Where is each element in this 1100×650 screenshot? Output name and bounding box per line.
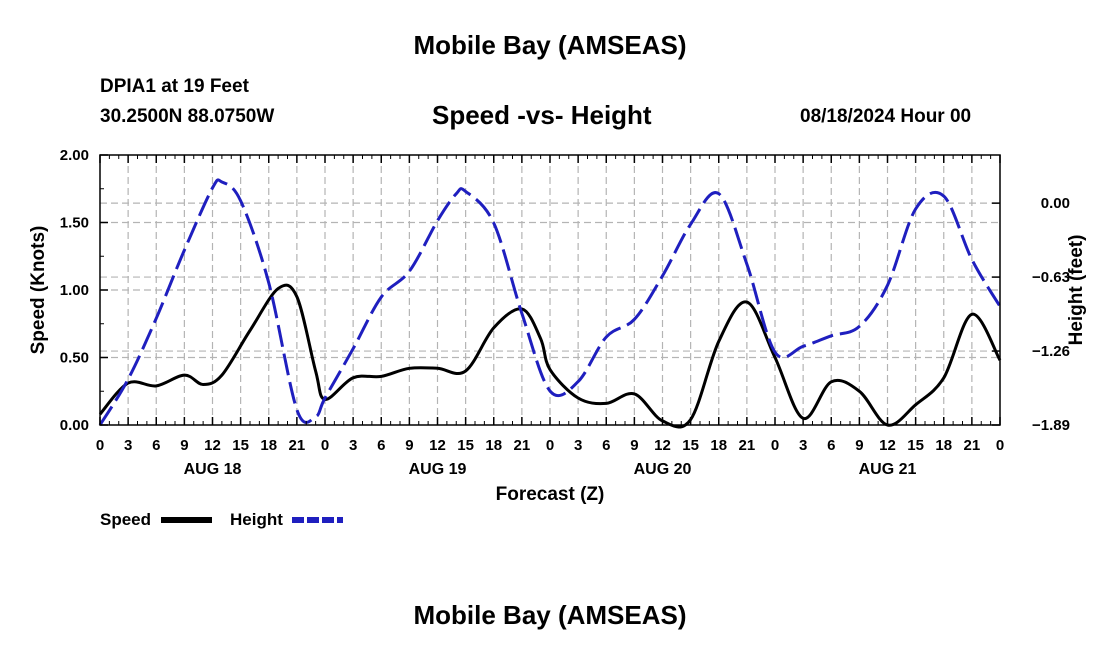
x-tick-label: 6 — [152, 437, 160, 454]
x-tick-label: 0 — [96, 437, 104, 454]
y-tick-label: 0.50 — [60, 350, 89, 367]
x-tick-label: 9 — [855, 437, 863, 454]
y2-tick-label: −0.63 — [1032, 269, 1070, 286]
legend-label-speed: Speed — [100, 510, 151, 529]
x-tick-label: 21 — [964, 437, 981, 454]
y2-axis-title: Height (feet) — [1066, 235, 1087, 346]
x-day-label: AUG 19 — [409, 461, 467, 478]
bottom-title: Mobile Bay (AMSEAS) — [413, 600, 687, 630]
x-tick-label: 3 — [574, 437, 582, 454]
x-day-label: AUG 18 — [184, 461, 242, 478]
x-tick-label: 9 — [405, 437, 413, 454]
x-day-label: AUG 21 — [859, 461, 917, 478]
x-tick-label: 0 — [996, 437, 1004, 454]
x-tick-label: 12 — [879, 437, 896, 454]
x-tick-label: 15 — [232, 437, 249, 454]
x-tick-label: 0 — [771, 437, 779, 454]
main-title: Mobile Bay (AMSEAS) — [413, 30, 687, 60]
station-label: DPIA1 at 19 Feet — [100, 76, 249, 97]
x-tick-label: 6 — [827, 437, 835, 454]
x-day-label: AUG 20 — [634, 461, 692, 478]
x-tick-label: 15 — [457, 437, 474, 454]
x-tick-label: 15 — [907, 437, 924, 454]
legend: Speed Height — [100, 510, 343, 529]
x-tick-label: 15 — [682, 437, 699, 454]
series-layer — [98, 178, 1002, 429]
x-axis-title: Forecast (Z) — [496, 484, 605, 505]
x-tick-label: 18 — [935, 437, 952, 454]
y2-tick-label: −1.26 — [1032, 343, 1070, 360]
coordinates-label: 30.2500N 88.0750W — [100, 106, 275, 127]
x-tick-label: 21 — [739, 437, 756, 454]
x-tick-label: 18 — [485, 437, 502, 454]
series-line-speed — [98, 283, 1002, 429]
x-tick-label: 21 — [514, 437, 531, 454]
y2-tick-label: 0.00 — [1041, 195, 1070, 212]
x-tick-label: 0 — [321, 437, 329, 454]
x-tick-label: 6 — [377, 437, 385, 454]
x-tick-label: 9 — [180, 437, 188, 454]
x-tick-label: 12 — [429, 437, 446, 454]
x-tick-label: 9 — [630, 437, 638, 454]
y-tick-label: 0.00 — [60, 417, 89, 434]
x-tick-label: 18 — [710, 437, 727, 454]
chart-title: Speed -vs- Height — [432, 100, 652, 130]
x-tick-label: 3 — [799, 437, 807, 454]
y-tick-label: 1.50 — [60, 215, 89, 232]
x-tick-label: 12 — [654, 437, 671, 454]
y-tick-label: 2.00 — [60, 147, 89, 164]
series-line-height — [98, 178, 1002, 426]
forecast-datetime: 08/18/2024 Hour 00 — [800, 106, 972, 127]
x-tick-label: 3 — [349, 437, 357, 454]
y-axis-title: Speed (Knots) — [28, 226, 49, 355]
x-tick-label: 6 — [602, 437, 610, 454]
x-tick-label: 3 — [124, 437, 132, 454]
axis-ticks — [99, 154, 1001, 426]
x-tick-label: 18 — [260, 437, 277, 454]
y-tick-label: 1.00 — [60, 282, 89, 299]
x-tick-label: 12 — [204, 437, 221, 454]
legend-label-height: Height — [230, 510, 283, 529]
x-tick-label: 0 — [546, 437, 554, 454]
grid-lines — [100, 155, 1000, 425]
y2-tick-label: −1.89 — [1032, 417, 1070, 434]
x-tick-label: 21 — [289, 437, 306, 454]
axis-labels: 0 3 6 9 12 15 18 21 0 3 6 9 12 15 18 21 0 3 6 9 12 15 18 21 0 3 6 9… — [60, 147, 1070, 478]
